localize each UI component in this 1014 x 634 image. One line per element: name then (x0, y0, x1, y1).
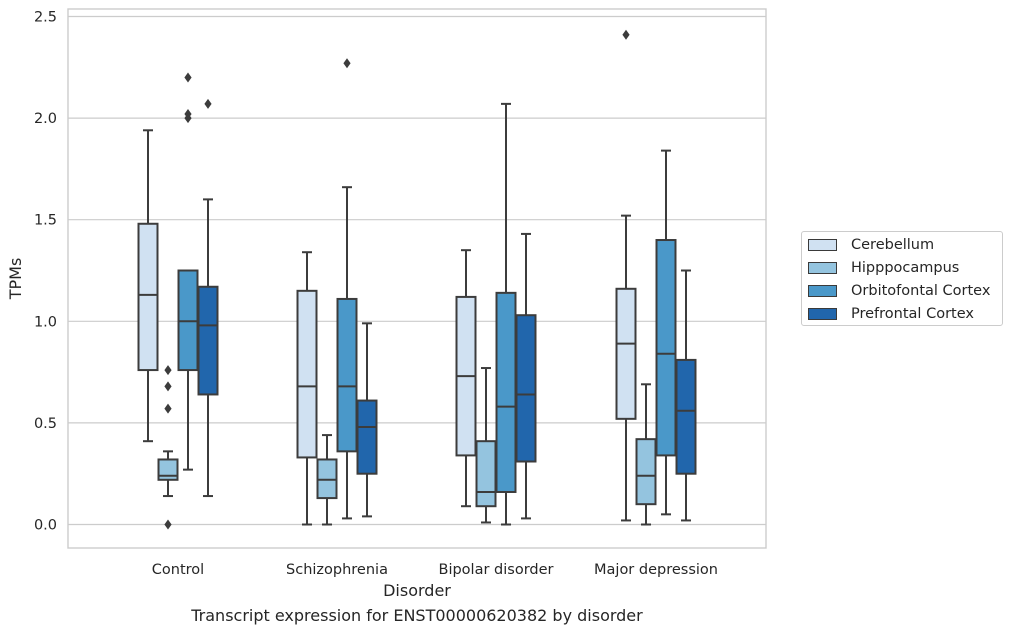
y-tick-label-2: 1.0 (34, 314, 57, 330)
y-tick-label-1: 0.5 (34, 416, 57, 432)
box-cerebellum-major-depression (615, 287, 637, 420)
y-tick-label-4: 2.0 (34, 111, 57, 127)
legend: Cerebellum Hipppocampus Orbitofontal Cor… (801, 231, 1003, 326)
box-orbitofontal-cortex-schizophrenia (336, 297, 358, 453)
box-cerebellum-schizophrenia (296, 289, 318, 459)
box-hipppocampus-control (157, 458, 179, 481)
y-tick-label-0: 0.0 (34, 518, 57, 534)
outlier-hipppocampus-control-0 (164, 519, 172, 530)
legend-item-prefrontal-cortex: Prefrontal Cortex (808, 304, 974, 324)
outlier-orbitofontal-cortex-schizophrenia-0 (343, 58, 351, 69)
plot-frame (67, 8, 767, 549)
y-tick-label-3: 1.5 (34, 213, 57, 229)
box-orbitofontal-cortex-control (177, 269, 199, 372)
box-prefrontal-cortex-bipolar-disorder (515, 314, 537, 463)
outlier-orbitofontal-cortex-control-1 (184, 109, 192, 120)
y-tick-label-5: 2.5 (34, 10, 57, 26)
outlier-orbitofontal-cortex-control-2 (184, 72, 192, 83)
legend-item-cerebellum: Cerebellum (808, 235, 934, 255)
legend-swatch-prefrontal-cortex (808, 308, 837, 320)
x-tick-label-schizophrenia: Schizophrenia (286, 562, 388, 578)
legend-item-orbitofrontal-cortex: Orbitofontal Cortex (808, 281, 990, 301)
legend-label-hippocampus: Hipppocampus (851, 260, 960, 276)
x-tick-label-major-depression: Major depression (594, 562, 718, 578)
y-axis-label: TPMs (6, 258, 25, 301)
legend-swatch-orbitofrontal-cortex (808, 285, 837, 297)
box-prefrontal-cortex-major-depression (675, 358, 697, 475)
outlier-prefrontal-cortex-control-0 (204, 98, 212, 109)
box-cerebellum-control (137, 222, 159, 372)
x-axis-label: Disorder (383, 581, 451, 600)
box-orbitofontal-cortex-bipolar-disorder (495, 291, 517, 493)
box-hipppocampus-major-depression (635, 438, 657, 506)
box-hipppocampus-bipolar-disorder (475, 440, 497, 508)
chart-caption: Transcript expression for ENST0000062038… (191, 606, 643, 625)
x-tick-label-control: Control (152, 562, 204, 578)
legend-swatch-cerebellum (808, 239, 837, 251)
box-prefrontal-cortex-schizophrenia (356, 399, 378, 475)
box-hipppocampus-schizophrenia (316, 458, 338, 500)
legend-label-cerebellum: Cerebellum (851, 237, 935, 253)
legend-item-hippocampus: Hipppocampus (808, 258, 959, 278)
box-prefrontal-cortex-control (197, 285, 219, 396)
legend-label-orbitofrontal-cortex: Orbitofontal Cortex (851, 283, 991, 299)
outlier-hipppocampus-control-1 (164, 403, 172, 414)
x-tick-label-bipolar-disorder: Bipolar disorder (439, 562, 554, 578)
outlier-cerebellum-major-depression-0 (622, 29, 630, 40)
legend-label-prefrontal-cortex: Prefrontal Cortex (851, 306, 974, 322)
outlier-hipppocampus-control-3 (164, 365, 172, 376)
outlier-hipppocampus-control-2 (164, 381, 172, 392)
legend-swatch-hippocampus (808, 262, 837, 274)
box-orbitofontal-cortex-major-depression (655, 239, 677, 457)
